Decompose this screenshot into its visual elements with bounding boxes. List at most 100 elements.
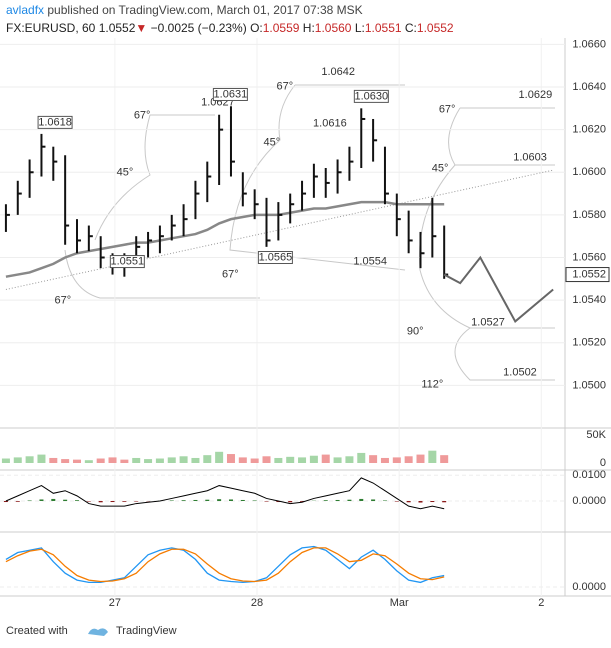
macd-histogram bbox=[335, 499, 340, 501]
c: 1.0552 bbox=[417, 21, 454, 35]
annotation-box bbox=[212, 87, 248, 101]
annotation: 67° bbox=[222, 268, 239, 280]
macd-histogram bbox=[181, 500, 186, 501]
volume-bar bbox=[226, 454, 235, 463]
annotation-box bbox=[109, 255, 145, 269]
price: 1.0552 bbox=[99, 21, 136, 35]
o-label: O: bbox=[250, 21, 263, 35]
volume-bar bbox=[369, 455, 378, 463]
annotation: 1.0631 bbox=[214, 88, 248, 100]
x-tick-label: 27 bbox=[109, 597, 121, 609]
macd-histogram bbox=[394, 501, 399, 502]
macd-histogram bbox=[63, 499, 68, 501]
author[interactable]: avladfx bbox=[6, 3, 44, 17]
macd-histogram bbox=[406, 501, 411, 503]
macd-histogram bbox=[430, 501, 435, 503]
volume-bar bbox=[61, 459, 70, 463]
projection bbox=[443, 255, 554, 323]
volume-bar bbox=[108, 457, 117, 463]
volume-bar bbox=[428, 450, 437, 463]
fib-arcs bbox=[64, 84, 555, 381]
annotation: 1.0551 bbox=[111, 255, 145, 267]
annotation: 1.0618 bbox=[38, 116, 72, 128]
l-label: L: bbox=[355, 21, 365, 35]
macd-histogram bbox=[193, 499, 198, 501]
volume-bar bbox=[96, 458, 105, 463]
h: 1.0560 bbox=[315, 21, 352, 35]
y-tick-label: 1.0520 bbox=[572, 337, 606, 349]
o: 1.0559 bbox=[263, 21, 300, 35]
annotation: 1.0642 bbox=[321, 66, 355, 78]
annotation: 1.0630 bbox=[355, 90, 389, 102]
volume-bar bbox=[333, 457, 342, 463]
footer-created: Created with bbox=[6, 625, 68, 637]
volume-bar bbox=[238, 457, 247, 463]
macd-histogram bbox=[382, 500, 387, 501]
volume-bar bbox=[250, 458, 259, 463]
last-price: 1.0552 bbox=[572, 268, 606, 280]
volume-bar bbox=[179, 456, 188, 463]
footer-brand[interactable]: TradingView bbox=[116, 625, 177, 637]
macd-histogram bbox=[74, 500, 79, 501]
macd-histogram bbox=[27, 500, 32, 501]
volume-bar bbox=[298, 457, 307, 463]
macd-histogram bbox=[442, 501, 447, 503]
y-tick-label: 0.0100 bbox=[572, 469, 606, 481]
y-tick-label: 1.0580 bbox=[572, 209, 606, 221]
annotation: 67° bbox=[277, 80, 294, 92]
macd-histogram bbox=[252, 500, 257, 501]
macd-line bbox=[5, 477, 445, 510]
arrow: ▼ bbox=[135, 21, 147, 35]
y-tick-label: 1.0600 bbox=[572, 166, 606, 178]
macd-histogram bbox=[205, 499, 210, 501]
volume-bar bbox=[37, 454, 46, 463]
volume-bar bbox=[416, 454, 425, 463]
volume-bar bbox=[72, 459, 81, 463]
y-tick-label: 0 bbox=[600, 457, 606, 469]
annotation: 1.0502 bbox=[503, 366, 537, 378]
l: 1.0551 bbox=[365, 21, 402, 35]
moving-average bbox=[5, 200, 445, 278]
panel-dividers bbox=[0, 38, 611, 597]
volume-bar bbox=[357, 452, 366, 463]
volume-bar bbox=[286, 456, 295, 463]
macd-histogram bbox=[169, 500, 174, 501]
y-tick-label: 1.0560 bbox=[572, 251, 606, 263]
volume-bar bbox=[404, 456, 413, 463]
annotation: 1.0603 bbox=[513, 151, 547, 163]
volume-bar bbox=[49, 457, 58, 463]
annotation: 1.0554 bbox=[353, 255, 387, 267]
volume-bar bbox=[321, 454, 330, 463]
annotation-box bbox=[257, 251, 293, 265]
annotation: 90° bbox=[407, 325, 424, 337]
annotation: 45° bbox=[432, 162, 449, 174]
macd-histogram bbox=[51, 498, 56, 501]
volume-bar bbox=[203, 455, 212, 463]
macd-histogram bbox=[86, 501, 91, 502]
volume-bar bbox=[262, 456, 271, 463]
h-label: H: bbox=[303, 21, 315, 35]
macd-histogram bbox=[3, 501, 8, 503]
annotation: 1.0629 bbox=[519, 89, 553, 101]
volume-bar bbox=[345, 456, 354, 463]
x-tick-label: 2 bbox=[538, 597, 544, 609]
symbol: FX:EURUSD, 60 bbox=[6, 21, 96, 35]
macd-histogram bbox=[39, 499, 44, 501]
macd-histogram bbox=[98, 501, 103, 503]
volume-bar bbox=[392, 457, 401, 463]
annotation: 1.0565 bbox=[259, 251, 293, 263]
volume-bar bbox=[215, 451, 224, 463]
trendline bbox=[5, 169, 554, 290]
y-tick-label: 1.0540 bbox=[572, 294, 606, 306]
y-tick-label: 1.0640 bbox=[572, 81, 606, 93]
volume-bar bbox=[25, 456, 34, 463]
annotation-box bbox=[37, 115, 73, 129]
annotation-box bbox=[353, 89, 389, 103]
y-tick-label: 0.0000 bbox=[572, 495, 606, 507]
macd-histogram bbox=[110, 501, 115, 503]
macd-histogram bbox=[300, 501, 305, 502]
volume-bar bbox=[274, 457, 283, 463]
annotation: 67° bbox=[54, 294, 71, 306]
y-tick-label: 0.0000 bbox=[572, 581, 606, 593]
